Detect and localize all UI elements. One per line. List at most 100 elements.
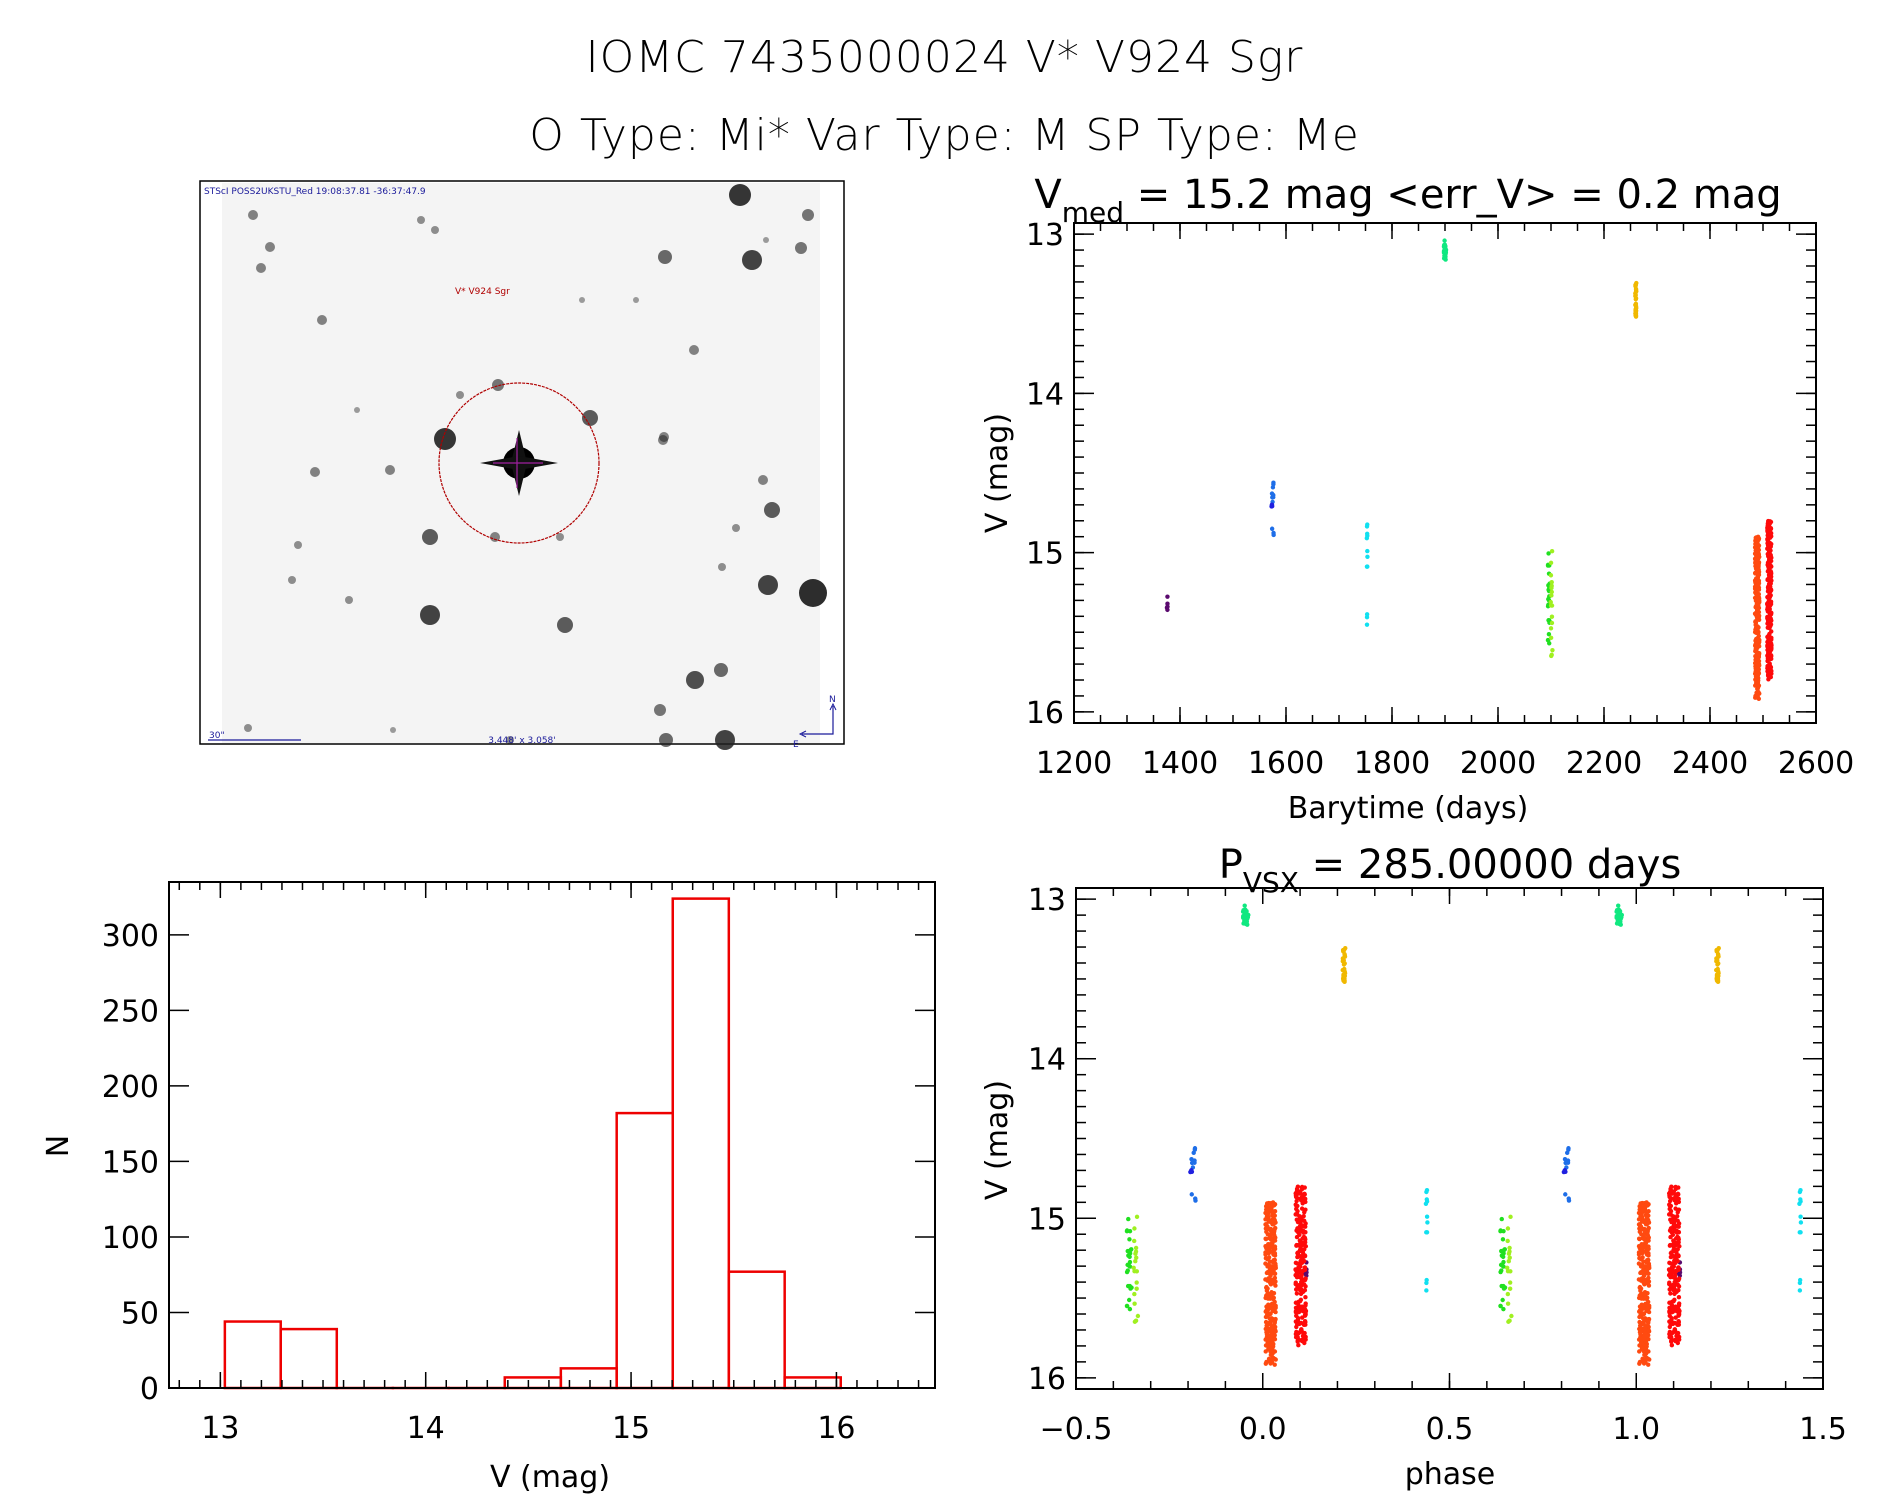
phase-curve-xlabel: phase bbox=[1405, 1457, 1496, 1492]
phase-point bbox=[1675, 1210, 1680, 1215]
phase-point bbox=[1673, 1224, 1679, 1229]
phase-point bbox=[1668, 1226, 1674, 1231]
y-tick-label: 16 bbox=[1028, 1362, 1066, 1397]
data-point bbox=[1755, 537, 1761, 543]
phase-point bbox=[1302, 1191, 1307, 1197]
phase-point bbox=[1637, 1284, 1643, 1290]
phase-point bbox=[1271, 1305, 1277, 1310]
histogram-bar bbox=[279, 1327, 339, 1390]
phase-point bbox=[1270, 1259, 1276, 1265]
phase-point bbox=[1129, 1247, 1134, 1252]
phase-point bbox=[1301, 1230, 1306, 1235]
phase-point bbox=[1300, 1268, 1305, 1274]
y-tick-label: 0 bbox=[140, 1372, 159, 1407]
data-point bbox=[1765, 543, 1771, 548]
phase-point bbox=[1666, 1212, 1672, 1217]
data-point bbox=[1768, 526, 1774, 531]
phase-point bbox=[1265, 1291, 1271, 1296]
compass-north-label: N bbox=[829, 695, 836, 705]
histogram-bar bbox=[223, 1320, 282, 1390]
data-point bbox=[1549, 620, 1555, 626]
phase-point bbox=[1273, 1263, 1278, 1269]
data-point bbox=[1756, 587, 1762, 592]
phase-point bbox=[1294, 1291, 1300, 1296]
phase-point bbox=[1299, 1206, 1305, 1211]
data-point bbox=[1365, 522, 1370, 527]
finder-star bbox=[244, 724, 252, 732]
y-tick-label: 13 bbox=[1028, 883, 1066, 918]
data-point bbox=[1767, 602, 1773, 608]
phase-point bbox=[1271, 1355, 1276, 1361]
phase-point bbox=[1293, 1287, 1299, 1292]
phase-point bbox=[1676, 1295, 1682, 1300]
y-tick-label: 14 bbox=[1028, 1043, 1066, 1078]
phase-point bbox=[1243, 919, 1249, 925]
page-title: IOMC 7435000024 V* V924 Sgr bbox=[585, 32, 1304, 83]
y-tick-label: 16 bbox=[1026, 696, 1064, 731]
phase-point bbox=[1293, 1334, 1299, 1340]
phase-point bbox=[1642, 1268, 1648, 1274]
phase-point bbox=[1714, 956, 1719, 961]
data-point bbox=[1767, 535, 1773, 540]
phase-point bbox=[1127, 1306, 1133, 1312]
x-tick-label: 1200 bbox=[1036, 746, 1112, 781]
phase-point bbox=[1636, 1217, 1642, 1222]
data-point bbox=[1754, 561, 1759, 566]
finder-star bbox=[758, 475, 768, 485]
data-point bbox=[1633, 282, 1638, 288]
finder-star bbox=[763, 237, 769, 243]
phase-point bbox=[1134, 1280, 1139, 1285]
phase-point bbox=[1297, 1254, 1303, 1259]
finder-star bbox=[758, 575, 778, 595]
phase-point bbox=[1263, 1261, 1268, 1266]
phase-point bbox=[1636, 1261, 1642, 1266]
phase-point bbox=[1798, 1197, 1803, 1202]
x-tick-label: 2400 bbox=[1672, 746, 1748, 781]
data-point bbox=[1765, 634, 1770, 640]
finder-star bbox=[310, 467, 320, 477]
phase-point bbox=[1642, 1244, 1647, 1250]
phase-point bbox=[1293, 1212, 1298, 1217]
phase-point bbox=[1675, 1191, 1681, 1197]
finder-star bbox=[385, 465, 395, 475]
compass-east-label: E bbox=[793, 740, 799, 750]
phase-point bbox=[1507, 1245, 1512, 1251]
phase-point bbox=[1128, 1286, 1133, 1291]
x-tick-label: 14 bbox=[407, 1411, 445, 1446]
phase-point bbox=[1563, 1192, 1568, 1197]
phase-point bbox=[1193, 1198, 1198, 1203]
data-point bbox=[1364, 531, 1370, 536]
phase-point bbox=[1797, 1277, 1803, 1283]
phase-point bbox=[1667, 1329, 1673, 1335]
phase-point bbox=[1272, 1328, 1278, 1334]
phase-point bbox=[1134, 1214, 1140, 1220]
data-point bbox=[1754, 695, 1760, 700]
phase-point bbox=[1264, 1284, 1269, 1290]
phase-point bbox=[1295, 1316, 1301, 1321]
x-tick-label: 1.0 bbox=[1612, 1412, 1660, 1447]
phase-point bbox=[1798, 1220, 1804, 1225]
data-point bbox=[1549, 580, 1554, 585]
phase-point bbox=[1126, 1297, 1132, 1303]
x-tick-label: 2200 bbox=[1566, 746, 1642, 781]
phase-point bbox=[1240, 909, 1246, 914]
phase-point bbox=[1294, 1234, 1300, 1240]
phase-point bbox=[1797, 1230, 1802, 1235]
phase-point bbox=[1667, 1334, 1672, 1340]
finder-star bbox=[658, 250, 672, 264]
phase-point bbox=[1424, 1230, 1429, 1235]
phase-point bbox=[1423, 1201, 1429, 1206]
histogram-bar bbox=[503, 1376, 563, 1390]
phase-point bbox=[1674, 1288, 1679, 1293]
data-point bbox=[1765, 523, 1771, 528]
finder-star bbox=[456, 391, 464, 399]
phase-point bbox=[1614, 909, 1619, 914]
phase-point bbox=[1263, 1217, 1268, 1222]
phase-point bbox=[1644, 1355, 1650, 1361]
phase-point bbox=[1295, 1261, 1300, 1266]
histogram-bar bbox=[615, 1111, 675, 1390]
data-point bbox=[1755, 665, 1760, 670]
phase-point bbox=[1340, 947, 1346, 953]
data-point bbox=[1769, 578, 1774, 583]
phase-point bbox=[1667, 1267, 1672, 1273]
